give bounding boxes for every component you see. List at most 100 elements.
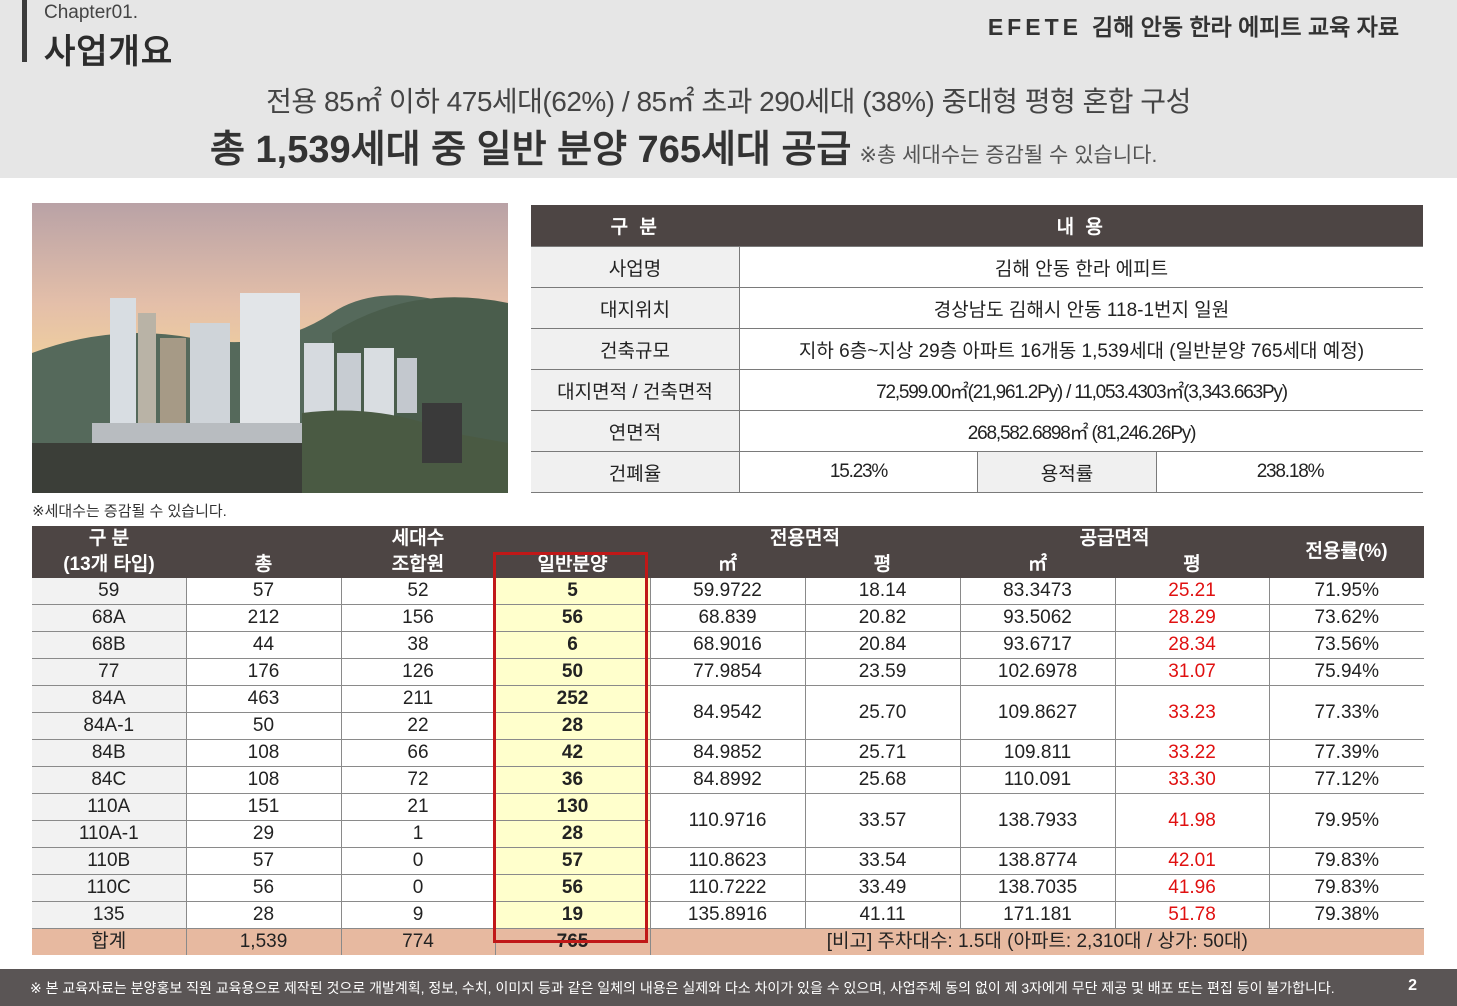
cell-excl-m2: 84.8992 bbox=[650, 766, 806, 794]
cell-supply-py: 33.22 bbox=[1115, 739, 1270, 767]
cell-type: 135 bbox=[32, 901, 187, 929]
cell-ratio: 79.95% bbox=[1269, 793, 1425, 848]
cell-total: 28 bbox=[186, 901, 342, 929]
brand-logo: EFETE bbox=[987, 14, 1082, 40]
cell-supply-py: 33.30 bbox=[1115, 766, 1270, 794]
cell-supply-m2: 93.5062 bbox=[960, 604, 1116, 632]
cell-general-sale: 57 bbox=[495, 847, 651, 875]
cell-ratio: 79.38% bbox=[1269, 901, 1425, 929]
cell-total: 44 bbox=[186, 631, 342, 659]
info-label: 건축규모 bbox=[531, 328, 740, 370]
header-ratio: 전용률(%) bbox=[1269, 526, 1425, 578]
cell-supply-py: 42.01 bbox=[1115, 847, 1270, 875]
header-union: 조합원 bbox=[341, 552, 495, 578]
table-row: 110C 56 0 56 110.7222 33.49 138.7035 41.96 79.83… bbox=[32, 874, 1425, 902]
brand-text: 김해 안동 한라 에피트 교육 자료 bbox=[1091, 14, 1399, 40]
cell-total: 108 bbox=[186, 766, 342, 794]
cell-ratio: 77.39% bbox=[1269, 739, 1425, 767]
table-row: 110A 151 21 130 110.9716 33.57 138.7933 41.98 79… bbox=[32, 793, 1425, 848]
cell-excl-py: 20.84 bbox=[805, 631, 961, 659]
cell-total: 463 bbox=[186, 685, 342, 713]
cell-supply-py: 41.98 bbox=[1115, 793, 1270, 848]
cell-ratio: 79.83% bbox=[1269, 847, 1425, 875]
total-union: 774 bbox=[341, 928, 496, 955]
cell-excl-m2: 77.9854 bbox=[650, 658, 806, 686]
cell-general-sale: 6 bbox=[495, 631, 651, 659]
cell-supply-py: 41.96 bbox=[1115, 874, 1270, 902]
info-value: 268,582.6898㎡ (81,246.26Py) bbox=[739, 410, 1423, 452]
header: Chapter01. 사업개요 EFETE 김해 안동 한라 에피트 교육 자료 … bbox=[0, 0, 1457, 178]
table-row: 77 176 126 50 77.9854 23.59 102.6978 31.07 75.94… bbox=[32, 658, 1425, 686]
cell-union: 126 bbox=[341, 658, 496, 686]
cell-type: 110B bbox=[32, 847, 187, 875]
accent-bar bbox=[22, 0, 27, 62]
chapter-label: Chapter01. bbox=[44, 2, 139, 23]
cell-general-sale: 5 bbox=[495, 578, 651, 605]
cell-supply-m2: 138.8774 bbox=[960, 847, 1116, 875]
table-row: 135 28 9 19 135.8916 41.11 171.181 51.78 79.38% bbox=[32, 901, 1425, 929]
header-units: 세대수 bbox=[186, 526, 650, 552]
cell-ratio: 77.12% bbox=[1269, 766, 1425, 794]
cell-union: 22 bbox=[341, 712, 496, 740]
disclaimer: ※ 본 교육자료는 분양홍보 직원 교육용으로 제작된 것으로 개발계획, 정보… bbox=[30, 980, 1335, 996]
cell-type: 68B bbox=[32, 631, 187, 659]
cell-excl-py: 23.59 bbox=[805, 658, 961, 686]
cell-excl-m2: 135.8916 bbox=[650, 901, 806, 929]
cell-type: 110A-1 bbox=[32, 820, 187, 848]
table-row: 68A 212 156 56 68.839 20.82 93.5062 28.29 73.62% bbox=[32, 604, 1425, 632]
cell-union: 9 bbox=[341, 901, 496, 929]
cell-supply-m2: 138.7933 bbox=[960, 793, 1116, 848]
complex-rendering-image bbox=[32, 203, 508, 493]
info-value: 72,599.00㎡(21,961.2Py) / 11,053.4303㎡(3,… bbox=[739, 369, 1423, 411]
info-header-content: 내 용 bbox=[739, 205, 1423, 247]
cell-union: 21 bbox=[341, 793, 496, 821]
cell-total: 212 bbox=[186, 604, 342, 632]
total-units: 1,539 bbox=[186, 928, 342, 955]
cell-general-sale: 19 bbox=[495, 901, 651, 929]
cell-ratio: 73.56% bbox=[1269, 631, 1425, 659]
info-label: 연면적 bbox=[531, 410, 740, 452]
complex-illustration bbox=[32, 203, 508, 493]
header-supply-m2: ㎡ bbox=[960, 552, 1116, 578]
info-value: 지하 6층~지상 29층 아파트 16개동 1,539세대 (일반분양 765세… bbox=[739, 328, 1423, 370]
cell-total: 50 bbox=[186, 712, 342, 740]
coverage-value: 15.23% bbox=[739, 451, 978, 493]
cell-excl-m2: 84.9542 bbox=[650, 685, 806, 740]
cell-total: 151 bbox=[186, 793, 342, 821]
header-type: 구 분 bbox=[32, 526, 186, 552]
coverage-label: 건폐율 bbox=[531, 451, 740, 493]
info-label: 대지위치 bbox=[531, 287, 740, 329]
cell-excl-py: 20.82 bbox=[805, 604, 961, 632]
cell-total: 176 bbox=[186, 658, 342, 686]
info-value: 김해 안동 한라 에피트 bbox=[739, 246, 1423, 288]
cell-general-sale: 42 bbox=[495, 739, 651, 767]
cell-ratio: 71.95% bbox=[1269, 578, 1425, 605]
cell-union: 38 bbox=[341, 631, 496, 659]
parking-remark: [비고] 주차대수: 1.5대 (아파트: 2,310대 / 상가: 50대) bbox=[650, 928, 1425, 955]
cell-general-sale: 56 bbox=[495, 604, 651, 632]
cell-excl-py: 25.70 bbox=[805, 685, 961, 740]
cell-supply-py: 31.07 bbox=[1115, 658, 1270, 686]
cell-total: 29 bbox=[186, 820, 342, 848]
cell-type: 68A bbox=[32, 604, 187, 632]
cell-excl-py: 41.11 bbox=[805, 901, 961, 929]
cell-general-sale: 130 bbox=[495, 793, 651, 821]
cell-union: 156 bbox=[341, 604, 496, 632]
cell-supply-py: 33.23 bbox=[1115, 685, 1270, 740]
cell-supply-py: 51.78 bbox=[1115, 901, 1270, 929]
brand: EFETE 김해 안동 한라 에피트 교육 자료 bbox=[988, 8, 1399, 42]
headline: 총 1,539세대 중 일반 분양 765세대 공급 ※총 세대수는 증감될 수 … bbox=[210, 118, 1157, 173]
table-row: 68B 44 38 6 68.9016 20.84 93.6717 28.34 73.56% bbox=[32, 631, 1425, 659]
cell-excl-py: 33.49 bbox=[805, 874, 961, 902]
header-excl-m2: ㎡ bbox=[650, 552, 805, 578]
photo-note: ※세대수는 증감될 수 있습니다. bbox=[32, 503, 227, 520]
cell-supply-m2: 110.091 bbox=[960, 766, 1116, 794]
cell-supply-m2: 171.181 bbox=[960, 901, 1116, 929]
cell-general-sale: 252 bbox=[495, 685, 651, 713]
cell-type: 110A bbox=[32, 793, 187, 821]
page-title: 사업개요 bbox=[44, 33, 174, 71]
cell-general-sale: 36 bbox=[495, 766, 651, 794]
cell-union: 66 bbox=[341, 739, 496, 767]
unit-type-table: 구 분 세대수 전용면적 공급면적 전용률(%) (13개 타입) 총 조합원 … bbox=[32, 526, 1425, 955]
header-type-count: (13개 타입) bbox=[32, 552, 186, 578]
